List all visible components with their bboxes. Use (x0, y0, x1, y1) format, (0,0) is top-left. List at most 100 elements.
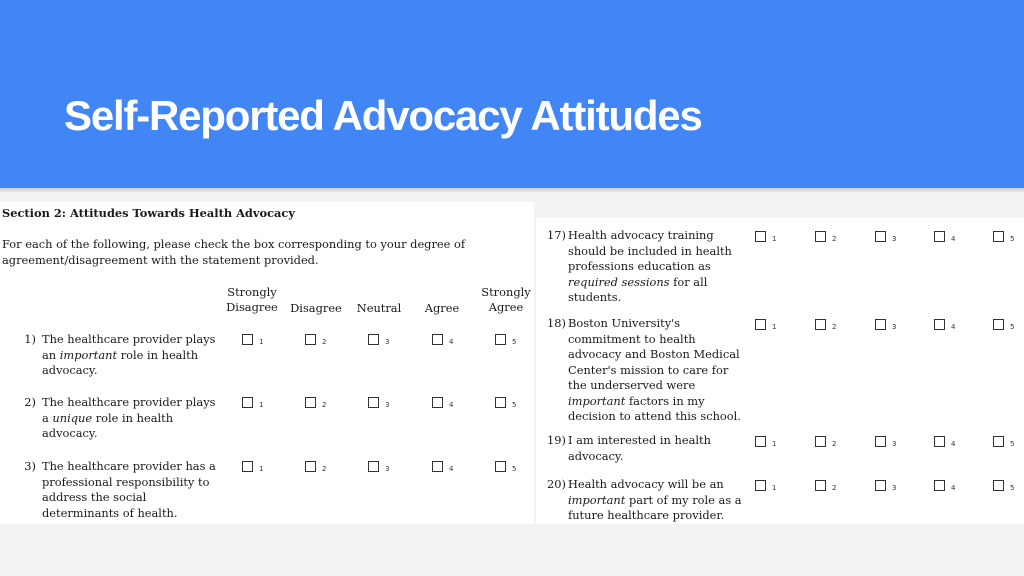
checkbox[interactable] (934, 231, 945, 242)
item-20-option-4[interactable]: 4 (934, 479, 955, 493)
header-disagree: Disagree (290, 301, 342, 315)
checkbox[interactable] (305, 461, 316, 472)
item-1-option-1[interactable]: 1 (242, 333, 263, 347)
option-value: 2 (832, 440, 837, 448)
item-19-option-3[interactable]: 3 (875, 435, 896, 449)
item-3-line-2: professional responsibility to (42, 474, 210, 489)
checkbox[interactable] (242, 397, 253, 408)
option-value: 2 (832, 484, 837, 492)
option-value: 4 (951, 484, 956, 492)
item-3-line-4: determinants of health. (42, 505, 178, 520)
item-19-option-5[interactable]: 5 (993, 435, 1014, 449)
header-strongly-disagree-line-1: Strongly (227, 285, 277, 299)
option-value: 5 (512, 338, 517, 346)
checkbox[interactable] (368, 334, 379, 345)
item-17-option-1[interactable]: 1 (755, 230, 776, 244)
checkbox[interactable] (815, 319, 826, 330)
item-20-option-2[interactable]: 2 (815, 479, 836, 493)
item-19-option-2[interactable]: 2 (815, 435, 836, 449)
checkbox[interactable] (495, 334, 506, 345)
header-neutral: Neutral (356, 301, 402, 315)
checkbox[interactable] (934, 436, 945, 447)
option-value: 3 (892, 235, 897, 243)
item-17-option-4[interactable]: 4 (934, 230, 955, 244)
item-20-option-1[interactable]: 1 (755, 479, 776, 493)
checkbox[interactable] (993, 231, 1004, 242)
item-18-line-7: decision to attend this school. (568, 409, 741, 423)
checkbox[interactable] (815, 231, 826, 242)
option-value: 3 (385, 338, 390, 346)
item-2-option-4[interactable]: 4 (432, 396, 453, 410)
item-3-option-2[interactable]: 2 (305, 460, 326, 474)
item-1-option-3[interactable]: 3 (368, 333, 389, 347)
checkbox[interactable] (242, 461, 253, 472)
item-3-option-3[interactable]: 3 (368, 460, 389, 474)
checkbox[interactable] (305, 334, 316, 345)
item-3-option-5[interactable]: 5 (495, 460, 516, 474)
item-3-line-3: address the social (42, 490, 147, 504)
checkbox[interactable] (242, 334, 253, 345)
checkbox[interactable] (875, 231, 886, 242)
checkbox[interactable] (368, 461, 379, 472)
item-17-option-3[interactable]: 3 (875, 230, 896, 244)
checkbox[interactable] (432, 397, 443, 408)
option-value: 5 (1010, 484, 1015, 492)
item-17-option-5[interactable]: 5 (993, 230, 1014, 244)
checkbox[interactable] (755, 480, 766, 491)
item-20-option-3[interactable]: 3 (875, 479, 896, 493)
survey-excerpt-right: 17) Health advocacy training should be i… (536, 218, 1024, 524)
checkbox[interactable] (305, 397, 316, 408)
checkbox[interactable] (432, 334, 443, 345)
item-3-option-1[interactable]: 1 (242, 460, 263, 474)
checkbox[interactable] (993, 436, 1004, 447)
checkbox[interactable] (755, 436, 766, 447)
item-1-option-2[interactable]: 2 (305, 333, 326, 347)
item-18-option-3[interactable]: 3 (875, 318, 896, 332)
item-19-statement: I am interested in health advocacy. (568, 433, 711, 464)
banner-shadow (0, 188, 1024, 193)
checkbox[interactable] (495, 461, 506, 472)
option-value: 2 (832, 235, 837, 243)
item-17-option-2[interactable]: 2 (815, 230, 836, 244)
item-3-number: 3) (24, 459, 36, 473)
item-18-option-4[interactable]: 4 (934, 318, 955, 332)
item-18-statement: Boston University's commitment to health… (568, 316, 741, 425)
option-value: 4 (449, 338, 454, 346)
item-2-option-1[interactable]: 1 (242, 396, 263, 410)
checkbox[interactable] (934, 480, 945, 491)
item-1-line-2: an important role in health (42, 347, 199, 362)
checkbox[interactable] (934, 319, 945, 330)
item-2-option-5[interactable]: 5 (495, 396, 516, 410)
item-2-option-2[interactable]: 2 (305, 396, 326, 410)
item-20-option-5[interactable]: 5 (993, 479, 1014, 493)
checkbox[interactable] (368, 397, 379, 408)
item-19-option-1[interactable]: 1 (755, 435, 776, 449)
checkbox[interactable] (815, 436, 826, 447)
checkbox[interactable] (993, 319, 1004, 330)
instructions-line-2: agreement/disagreement with the statemen… (2, 253, 319, 267)
item-3-option-4[interactable]: 4 (432, 460, 453, 474)
item-17-statement: Health advocacy training should be inclu… (568, 228, 732, 306)
checkbox[interactable] (815, 480, 826, 491)
item-1-option-4[interactable]: 4 (432, 333, 453, 347)
header-strongly-agree-line-1: Strongly (481, 285, 531, 299)
checkbox[interactable] (755, 231, 766, 242)
item-1-option-5[interactable]: 5 (495, 333, 516, 347)
option-value: 1 (259, 401, 264, 409)
checkbox[interactable] (495, 397, 506, 408)
checkbox[interactable] (875, 319, 886, 330)
item-18-option-2[interactable]: 2 (815, 318, 836, 332)
checkbox[interactable] (432, 461, 443, 472)
checkbox[interactable] (755, 319, 766, 330)
option-value: 5 (512, 465, 517, 473)
checkbox[interactable] (875, 436, 886, 447)
checkbox[interactable] (993, 480, 1004, 491)
option-value: 3 (892, 440, 897, 448)
item-19-line-2: advocacy. (568, 448, 624, 463)
item-2-option-3[interactable]: 3 (368, 396, 389, 410)
option-value: 1 (772, 440, 777, 448)
item-18-option-5[interactable]: 5 (993, 318, 1014, 332)
item-19-option-4[interactable]: 4 (934, 435, 955, 449)
item-18-option-1[interactable]: 1 (755, 318, 776, 332)
checkbox[interactable] (875, 480, 886, 491)
